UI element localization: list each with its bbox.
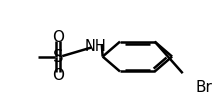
Text: NH: NH (85, 39, 107, 54)
Text: Br: Br (196, 80, 212, 95)
Text: O: O (52, 30, 64, 45)
Text: S: S (53, 48, 64, 66)
Text: O: O (52, 68, 64, 83)
